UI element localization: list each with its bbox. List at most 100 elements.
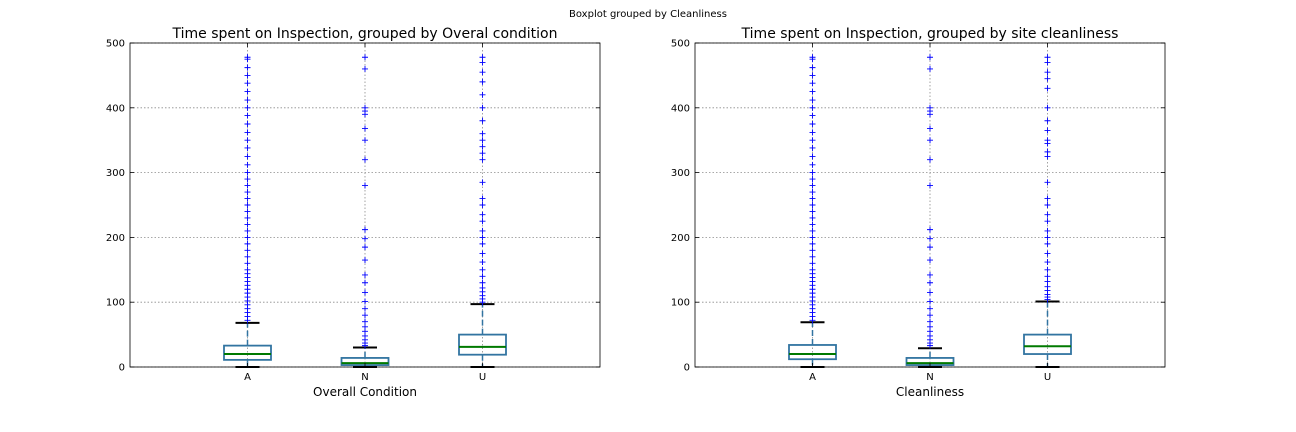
plot-title: Time spent on Inspection, grouped by sit…	[741, 26, 1119, 42]
y-tick-label: 200	[671, 233, 690, 244]
flier-marker	[362, 65, 368, 72]
flier-marker	[1044, 137, 1051, 144]
flier-marker	[1044, 266, 1051, 273]
flier-marker	[809, 208, 816, 215]
flier-marker	[927, 312, 933, 319]
flier-marker	[244, 214, 251, 221]
flier-marker	[927, 323, 933, 330]
flier-marker	[244, 144, 251, 151]
flier-marker	[362, 244, 368, 251]
flier-marker	[479, 104, 486, 111]
flier-marker	[927, 65, 933, 72]
y-tick-label: 200	[106, 233, 125, 244]
flier-marker	[1044, 211, 1051, 218]
flier-marker	[244, 247, 251, 254]
flier-marker	[479, 266, 486, 273]
flier-marker	[809, 247, 816, 254]
x-tick-label: A	[809, 372, 816, 383]
flier-marker	[244, 202, 251, 208]
flier-marker	[809, 161, 816, 168]
flier-marker	[927, 54, 933, 61]
flier-marker	[927, 271, 933, 278]
flier-marker	[362, 156, 368, 163]
flier-marker	[809, 137, 816, 144]
flier-marker	[244, 208, 251, 215]
flier-marker	[362, 104, 368, 111]
flier-marker	[479, 54, 486, 61]
flier-marker	[1044, 250, 1051, 257]
flier-marker	[809, 234, 816, 241]
flier-marker	[1044, 104, 1051, 111]
flier-marker	[927, 289, 933, 296]
box-iqr	[1023, 333, 1072, 355]
flier-marker	[1044, 202, 1051, 208]
flier-marker	[927, 298, 933, 305]
y-tick-label: 400	[106, 103, 125, 114]
y-tick-label: 300	[106, 168, 125, 179]
flier-marker	[809, 266, 816, 273]
y-tick-label: 400	[671, 103, 690, 114]
flier-marker	[809, 195, 816, 202]
y-tick-label: 500	[106, 39, 125, 50]
flier-marker	[362, 289, 368, 296]
flier-marker	[244, 266, 251, 273]
flier-marker	[244, 72, 251, 79]
flier-marker	[362, 54, 368, 61]
flier-marker	[927, 235, 933, 242]
y-tick-label: 500	[671, 39, 690, 50]
flier-marker	[362, 279, 368, 286]
flier-marker	[244, 221, 251, 228]
flier-marker	[927, 257, 933, 264]
flier-marker	[479, 202, 486, 208]
flier-marker	[479, 211, 486, 218]
flier-marker	[244, 195, 251, 202]
box-iqr	[458, 333, 507, 356]
flier-marker	[362, 235, 368, 242]
plot-title: Time spent on Inspection, grouped by Ove…	[172, 26, 558, 42]
flier-marker	[244, 260, 251, 267]
flier-marker	[809, 64, 816, 71]
flier-marker	[809, 72, 816, 79]
flier-marker	[362, 318, 368, 325]
flier-marker	[1044, 259, 1051, 266]
flier-marker	[479, 234, 486, 241]
x-axis-label: Overall Condition	[313, 385, 417, 399]
flier-marker	[809, 214, 816, 221]
flier-marker	[244, 182, 251, 189]
y-tick-label: 0	[119, 363, 125, 374]
flier-marker	[927, 279, 933, 286]
flier-marker	[809, 169, 816, 176]
flier-marker	[1044, 195, 1051, 202]
y-tick-label: 0	[684, 363, 690, 374]
flier-marker	[809, 54, 816, 61]
flier-marker	[809, 221, 816, 228]
box-iqr	[223, 344, 272, 361]
flier-marker	[1044, 85, 1051, 92]
suptitle: Boxplot grouped by Cleanliness	[569, 9, 727, 20]
flier-marker	[809, 253, 816, 260]
flier-marker	[1044, 278, 1051, 285]
flier-marker	[479, 69, 486, 76]
flier-marker	[479, 156, 486, 163]
flier-marker	[1044, 234, 1051, 241]
flier-marker	[1044, 240, 1051, 247]
flier-marker	[244, 54, 251, 61]
flier-marker	[362, 271, 368, 278]
flier-marker	[479, 179, 486, 186]
flier-marker	[809, 144, 816, 151]
flier-marker	[927, 104, 933, 111]
flier-marker	[479, 117, 486, 124]
x-tick-label: N	[361, 372, 368, 383]
y-tick-label: 100	[106, 298, 125, 309]
flier-marker	[1044, 148, 1051, 155]
flier-marker	[927, 137, 933, 144]
flier-marker	[244, 161, 251, 168]
flier-marker	[1044, 69, 1051, 76]
flier-marker	[927, 182, 933, 189]
flier-marker	[1044, 283, 1051, 290]
flier-marker	[479, 91, 486, 98]
flier-marker	[1044, 117, 1051, 124]
flier-marker	[244, 153, 251, 160]
